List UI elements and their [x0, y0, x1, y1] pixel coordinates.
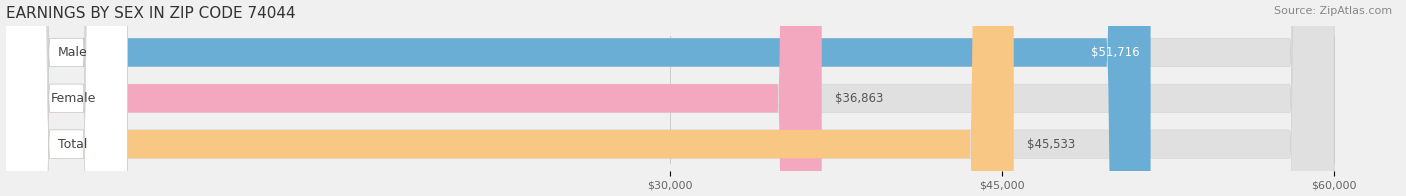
FancyBboxPatch shape — [6, 0, 1334, 196]
Text: $51,716: $51,716 — [1091, 46, 1139, 59]
FancyBboxPatch shape — [6, 0, 1150, 196]
Text: Total: Total — [59, 138, 87, 151]
Text: EARNINGS BY SEX IN ZIP CODE 74044: EARNINGS BY SEX IN ZIP CODE 74044 — [6, 5, 295, 21]
FancyBboxPatch shape — [6, 0, 128, 196]
Text: $45,533: $45,533 — [1026, 138, 1076, 151]
FancyBboxPatch shape — [6, 0, 1014, 196]
FancyBboxPatch shape — [6, 0, 1334, 196]
FancyBboxPatch shape — [6, 0, 821, 196]
FancyBboxPatch shape — [6, 0, 128, 196]
FancyBboxPatch shape — [6, 0, 1334, 196]
Text: Female: Female — [51, 92, 96, 105]
Text: Source: ZipAtlas.com: Source: ZipAtlas.com — [1274, 6, 1392, 16]
Text: $36,863: $36,863 — [835, 92, 883, 105]
Text: Male: Male — [58, 46, 89, 59]
FancyBboxPatch shape — [6, 0, 128, 196]
